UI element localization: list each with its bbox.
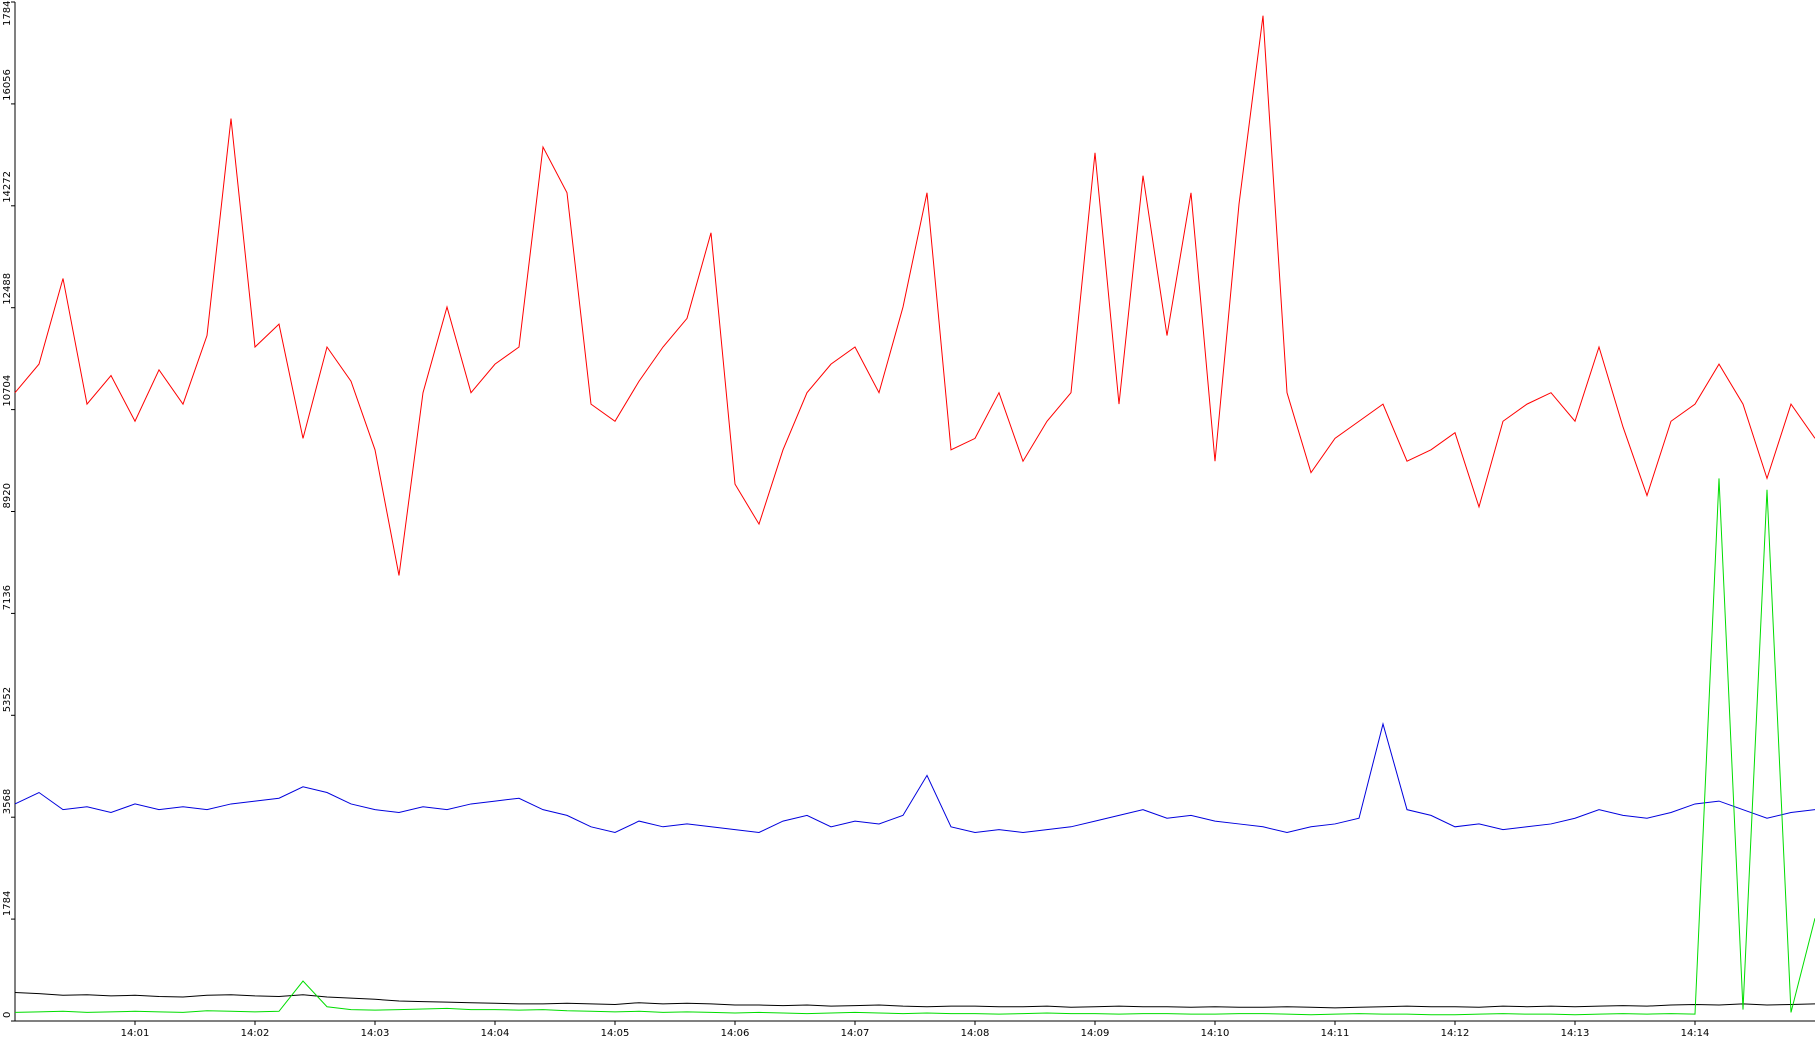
y-tick-label: 5352: [2, 687, 13, 712]
y-tick-label: 16056: [2, 69, 13, 101]
x-tick-label: 14:12: [1441, 1028, 1470, 1039]
series-line: [14, 478, 1815, 1016]
x-tick-label: 14:11: [1321, 1028, 1350, 1039]
series-line: [14, 991, 1815, 1009]
y-tick-label: 8920: [2, 483, 13, 508]
y-tick-label: 1784: [2, 891, 13, 916]
y-tick-label: 12488: [2, 273, 13, 305]
y-tick-label: 14272: [2, 171, 13, 203]
y-tick-label: 10704: [2, 375, 13, 407]
y-tick-label: 3568: [2, 789, 13, 814]
x-tick-label: 14:14: [1681, 1028, 1710, 1039]
x-tick-label: 14:07: [841, 1028, 870, 1039]
x-tick-label: 14:10: [1201, 1028, 1230, 1039]
x-tick-label: 14:02: [241, 1028, 270, 1039]
series-line: [14, 722, 1815, 834]
y-tick-label: 0: [2, 1012, 13, 1018]
x-tick-label: 14:09: [1081, 1028, 1110, 1039]
series-line: [14, 15, 1815, 576]
x-tick-label: 14:08: [961, 1028, 990, 1039]
y-tick-label: 17840: [2, 0, 13, 26]
x-tick-label: 14:01: [121, 1028, 150, 1039]
x-tick-label: 14:04: [481, 1028, 510, 1039]
x-tick-label: 14:05: [601, 1028, 630, 1039]
x-tick-label: 14:13: [1561, 1028, 1590, 1039]
x-tick-label: 14:03: [361, 1028, 390, 1039]
x-tick-label: 14:06: [721, 1028, 750, 1039]
y-tick-label: 7136: [2, 585, 13, 610]
